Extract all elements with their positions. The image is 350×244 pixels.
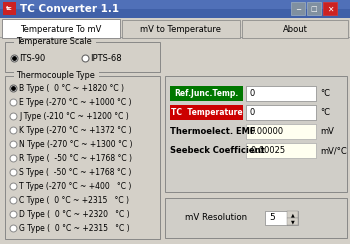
Text: ITS-90: ITS-90 [19,54,45,63]
Text: J Type (-210 °C ~ +1200 °C ): J Type (-210 °C ~ +1200 °C ) [19,112,129,121]
Text: T Type (-270 °C ~ +400   °C ): T Type (-270 °C ~ +400 °C ) [19,182,131,191]
Bar [287,211,298,218]
Text: mV to Temperature: mV to Temperature [140,24,222,33]
Text: D Type (  0 °C ~ +2320   °C ): D Type ( 0 °C ~ +2320 °C ) [19,210,130,219]
Text: °C: °C [320,89,330,98]
Text: ─: ─ [296,7,300,13]
Text: tc: tc [6,7,13,11]
Text: B Type (  0 °C ~ +1820 °C ): B Type ( 0 °C ~ +1820 °C ) [19,84,124,93]
Bar [165,198,347,238]
Text: ▼: ▼ [290,219,294,224]
Text: ✕: ✕ [327,4,333,13]
Bar [265,211,287,225]
Text: mV Resolution: mV Resolution [185,214,247,223]
Text: Seebeck Coefficient: Seebeck Coefficient [170,146,265,155]
Text: R Type (  -50 °C ~ +1768 °C ): R Type ( -50 °C ~ +1768 °C ) [19,154,132,163]
Text: G Type (  0 °C ~ +2315   °C ): G Type ( 0 °C ~ +2315 °C ) [19,224,130,233]
Text: S Type (  -50 °C ~ +1768 °C ): S Type ( -50 °C ~ +1768 °C ) [19,168,131,177]
Bar [0,18,350,38]
Bar [165,76,347,192]
Bar [14,38,96,46]
Bar [291,2,305,15]
Bar [287,211,298,225]
Text: ▲: ▲ [290,212,294,217]
Bar [242,20,348,38]
Text: mV/°C: mV/°C [320,146,347,155]
Bar [307,2,321,15]
Bar [170,105,243,120]
Bar [246,124,316,139]
Bar [246,143,316,158]
Text: Thermocouple Type: Thermocouple Type [16,71,95,81]
Bar [3,2,16,15]
Text: TC Converter 1.1: TC Converter 1.1 [20,4,119,14]
Text: Ref.Junc.Temp.: Ref.Junc.Temp. [174,89,239,98]
Text: IPTS-68: IPTS-68 [90,54,122,63]
Text: □: □ [311,6,317,12]
Text: TC  Temperature: TC Temperature [171,108,242,117]
Bar [2,19,120,38]
Text: -0.00025: -0.00025 [249,146,286,155]
Bar [122,20,240,38]
Text: 5: 5 [269,214,275,223]
Bar [0,38,350,244]
Text: 0: 0 [249,89,254,98]
Bar [5,76,160,239]
Text: K Type (-270 °C ~ +1372 °C ): K Type (-270 °C ~ +1372 °C ) [19,126,132,135]
Bar [170,86,243,101]
Bar [14,72,99,80]
Text: Temperature Scale: Temperature Scale [16,38,92,47]
Bar [246,86,316,101]
Text: 0: 0 [249,108,254,117]
Bar [287,218,298,225]
Bar [0,0,350,18]
Text: N Type (-270 °C ~ +1300 °C ): N Type (-270 °C ~ +1300 °C ) [19,140,133,149]
Text: °C: °C [320,108,330,117]
Bar [0,37,350,38]
Text: E Type (-270 °C ~ +1000 °C ): E Type (-270 °C ~ +1000 °C ) [19,98,132,107]
Bar [5,42,160,72]
Text: C Type (  0 °C ~ +2315   °C ): C Type ( 0 °C ~ +2315 °C ) [19,196,129,205]
Text: Thermoelect. EMF: Thermoelect. EMF [170,127,256,136]
Bar [323,2,337,15]
Text: mV: mV [320,127,334,136]
Text: 0.00000: 0.00000 [249,127,283,136]
Text: Temperature To mV: Temperature To mV [20,24,102,33]
Text: About: About [282,24,307,33]
Bar [246,105,316,120]
Bar [0,0,350,9]
Text: SOFTPEDIA: SOFTPEDIA [185,22,255,32]
